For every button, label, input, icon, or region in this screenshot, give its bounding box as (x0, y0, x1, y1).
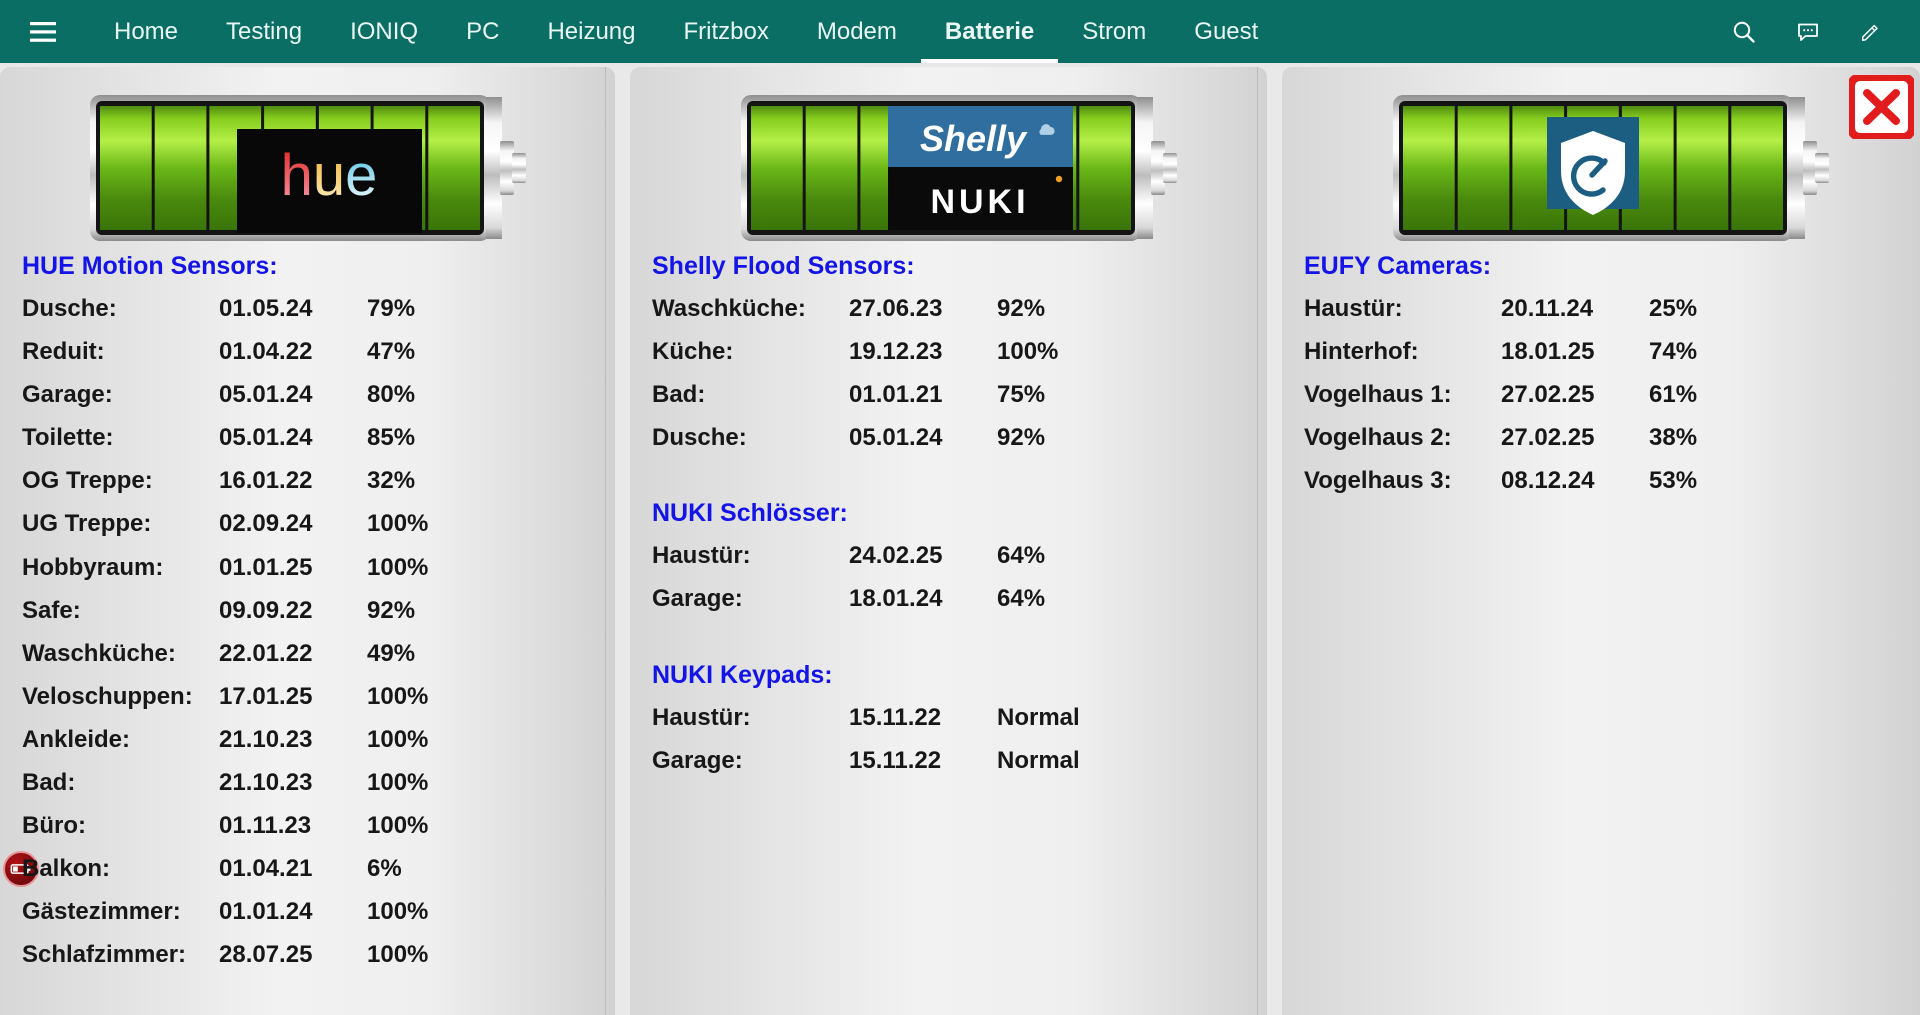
svg-text:NUKI: NUKI (930, 183, 1029, 221)
svg-text:hue: hue (281, 143, 378, 208)
svg-text:Shelly: Shelly (920, 118, 1028, 159)
